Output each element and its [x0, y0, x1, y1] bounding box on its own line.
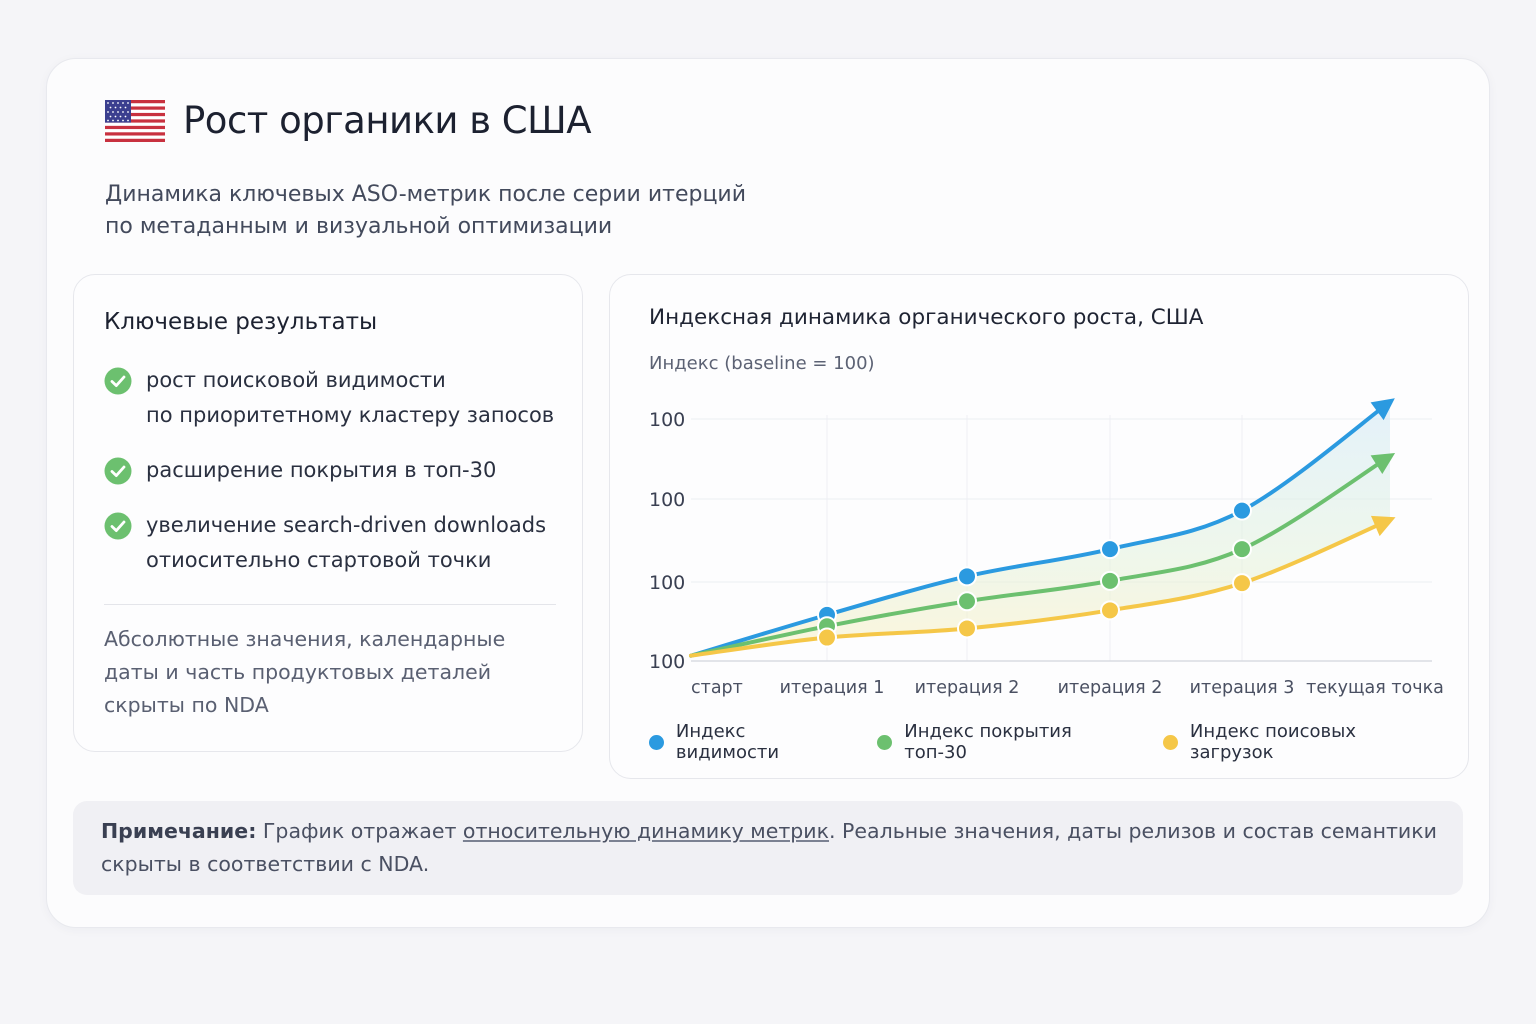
- chart-y-axis-label: Индекс (baseline = 100): [649, 353, 875, 374]
- us-flag-icon: [105, 99, 165, 142]
- list-item-text: расширение покрытия в топ-30: [146, 453, 496, 488]
- legend-label: Индекс поисовых загрузок: [1189, 721, 1357, 763]
- subtitle-line-1: Динамика ключевых ASO-метрик после серии…: [105, 182, 747, 207]
- x-tick-label: итерация 2: [915, 678, 1020, 698]
- legend-label: Индекс видимости: [675, 721, 780, 763]
- title-row: Рост органики в США: [105, 99, 592, 142]
- list-item-text: рост поисковой видимости по приоритетном…: [146, 363, 554, 433]
- series-arrow-head: [1370, 515, 1396, 537]
- series-arrow-head: [1370, 453, 1396, 475]
- data-point: [1232, 500, 1252, 521]
- key-results-panel: Ключевые результаты рост поисковой видим…: [73, 274, 583, 752]
- legend-swatch: [877, 734, 893, 750]
- legend-label: Индекс покрытия топ-30: [904, 721, 1072, 763]
- note-link: относительную динамику метрик: [462, 819, 830, 843]
- data-point: [1232, 539, 1252, 560]
- key-results-list: рост поисковой видимости по приоритетном…: [104, 363, 574, 598]
- chart-legend: Индекс видимости Индекс покрытия топ-30 …: [649, 721, 1468, 763]
- note-text-before: График отражает: [256, 819, 463, 843]
- nda-disclaimer: Абсолютные значения, календарные даты и …: [104, 627, 506, 717]
- data-point: [957, 566, 977, 587]
- x-tick-label: итерация 1: [780, 678, 885, 698]
- divider: [104, 604, 556, 605]
- list-item-line-2: по приоритетному кластеру запосов: [146, 403, 555, 427]
- legend-item-downloads: Индекс поисовых загрузок: [1162, 721, 1444, 763]
- subtitle-line-2: по метаданным и визуальной оптимизации: [105, 214, 613, 239]
- x-tick-label: текущая точка: [1306, 678, 1444, 698]
- legend-swatch: [649, 734, 664, 750]
- list-item-line-1: расширение покрытия в топ-30: [146, 458, 497, 482]
- data-point: [957, 591, 977, 612]
- list-item: рост поисковой видимости по приоритетном…: [104, 363, 574, 433]
- x-tick-label: старт: [691, 678, 743, 698]
- note-text: Примечание: График отражает относительну…: [101, 815, 1441, 881]
- y-tick-label: 100: [649, 409, 685, 431]
- x-tick-label: итерация 2: [1058, 678, 1163, 698]
- chart-plot: 100 100 100 100 старт итерация 1 итерация 2 ите…: [649, 398, 1444, 698]
- legend-swatch: [1162, 734, 1178, 750]
- data-point: [1100, 600, 1120, 621]
- check-circle-icon: [104, 457, 132, 485]
- series-line: [689, 517, 1392, 658]
- series-arrow-head: [1370, 398, 1395, 421]
- data-point: [957, 618, 977, 639]
- note-box: Примечание: График отражает относительну…: [73, 801, 1463, 895]
- list-item-line-1: увеличение search-driven downloads: [146, 513, 547, 537]
- data-point: [817, 627, 837, 648]
- note-label: Примечание:: [101, 819, 257, 843]
- x-tick-label: итерация 3: [1190, 678, 1295, 698]
- y-tick-label: 100: [649, 651, 685, 673]
- data-point: [1100, 539, 1120, 560]
- data-point: [1100, 570, 1120, 591]
- legend-item-coverage: Индекс покрытия топ-30: [877, 721, 1139, 763]
- note-text-after: . Реальные значения, даты релизов и сост…: [101, 819, 1437, 876]
- page-subtitle: Динамика ключевых ASO-метрик после серии…: [105, 179, 865, 243]
- y-tick-label: 100: [649, 572, 685, 594]
- y-tick-label: 100: [649, 489, 685, 511]
- list-item: увеличение search-driven downloads отиос…: [104, 508, 574, 578]
- series-line: [689, 454, 1392, 658]
- list-item-text: увеличение search-driven downloads отиос…: [146, 508, 546, 578]
- chart-panel: Индексная динамика органического роста, …: [609, 274, 1469, 779]
- key-results-heading: Ключевые результаты: [104, 309, 378, 335]
- list-item: расширение покрытия в топ-30: [104, 453, 574, 488]
- check-circle-icon: [104, 367, 132, 395]
- list-item-line-1: рост поисковой видимости: [146, 368, 446, 392]
- page-title: Рост органики в США: [183, 99, 592, 142]
- data-point: [1232, 573, 1252, 594]
- list-item-line-2: отиосительно стартовой точки: [146, 548, 492, 572]
- chart-area-fill: [691, 401, 1390, 656]
- main-card: Рост органики в США Динамика ключевых AS…: [46, 58, 1490, 928]
- chart-title: Индексная динамика органического роста, …: [649, 305, 1204, 330]
- legend-item-visibility: Индекс видимости: [649, 721, 853, 763]
- check-circle-icon: [104, 512, 132, 540]
